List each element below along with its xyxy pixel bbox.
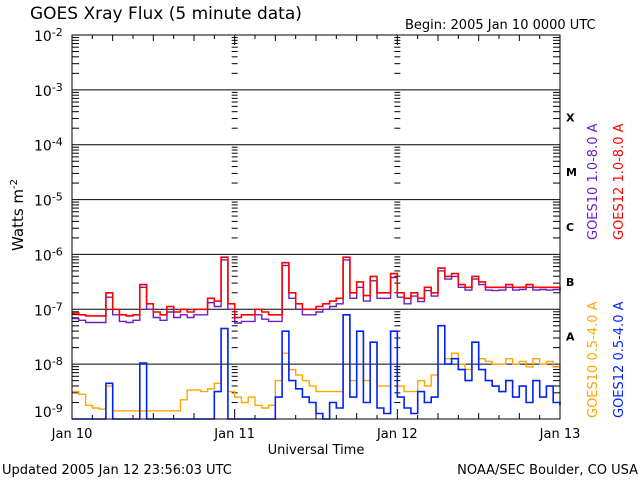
y-tick-label: 10-7: [34, 300, 63, 319]
legend-entry: GOES12 1.0-8.0 A: [612, 123, 627, 240]
y-tick-label: 10-6: [34, 245, 63, 264]
y-axis-label-exponent: -2: [9, 179, 20, 189]
y-tick-base: 10: [34, 139, 52, 155]
x-tick-label: Jan 10: [51, 427, 93, 442]
credit-text: NOAA/SEC Boulder, CO USA: [457, 463, 638, 478]
y-tick-exponent: -2: [52, 26, 63, 39]
flare-class-label: B: [566, 276, 574, 289]
series-lines: [72, 256, 561, 420]
y-tick-base: 10: [34, 358, 52, 374]
y-tick-label: 10-5: [34, 191, 63, 210]
flare-class-label: A: [566, 331, 575, 344]
y-tick-label: 10-8: [34, 355, 63, 374]
chart-title: GOES Xray Flux (5 minute data): [30, 4, 302, 24]
y-tick-exponent: -4: [52, 136, 63, 149]
y-tick-labels: 10-210-310-410-510-610-710-810-9: [34, 26, 63, 421]
flare-class-labels: X M C B A: [566, 111, 577, 343]
x-tick-label: Jan 12: [376, 427, 418, 442]
y-tick-exponent: -9: [52, 402, 63, 415]
y-tick-base: 10: [34, 248, 52, 264]
series-line-goes10-0-5-4-0-a: [72, 314, 561, 412]
legend-entry: GOES12 0.5-4.0 A: [612, 301, 627, 418]
flare-class-label: M: [566, 166, 577, 179]
gridlines: [72, 89, 560, 365]
y-tick-exponent: -5: [52, 191, 63, 204]
y-tick-base: 10: [34, 194, 52, 210]
y-tick-exponent: -6: [52, 245, 63, 258]
y-tick-base: 10: [34, 405, 52, 421]
y-tick-label: 10-3: [34, 81, 63, 100]
y-tick-label: 10-2: [34, 26, 63, 45]
y-tick-label: 10-4: [34, 136, 63, 155]
y-axis-label-text: Watts m: [9, 189, 27, 251]
legend: GOES10 1.0-8.0 A GOES12 1.0-8.0 A GOES10 0…: [586, 123, 627, 418]
series-line-goes12-0-5-4-0-a: [72, 314, 561, 420]
x-tick-label: Jan 13: [539, 427, 581, 442]
y-tick-exponent: -3: [52, 81, 63, 94]
y-tick-base: 10: [34, 84, 52, 100]
y-tick-exponent: -8: [52, 355, 63, 368]
x-axis-label: Universal Time: [268, 443, 365, 458]
flare-class-label: C: [566, 221, 574, 234]
series-line-goes12-1-0-8-0-a: [72, 256, 561, 319]
flare-class-label: X: [566, 111, 575, 124]
y-tick-exponent: -7: [52, 300, 63, 313]
x-tick-label: Jan 11: [213, 427, 255, 442]
y-axis-label: Watts m-2: [9, 179, 27, 251]
y-tick-label: 10-9: [34, 402, 63, 421]
begin-time: Begin: 2005 Jan 10 0000 UTC: [405, 18, 596, 33]
legend-entry: GOES10 0.5-4.0 A: [586, 301, 601, 418]
legend-entry: GOES10 1.0-8.0 A: [586, 123, 601, 240]
series-line-goes10-1-0-8-0-a: [72, 259, 561, 324]
y-tick-base: 10: [34, 303, 52, 319]
updated-time: Updated 2005 Jan 12 23:56:03 UTC: [2, 463, 232, 478]
y-tick-base: 10: [34, 29, 52, 45]
x-tick-labels: Jan 10 Jan 11 Jan 12 Jan 13: [51, 427, 581, 442]
plot-frame: [71, 34, 561, 420]
